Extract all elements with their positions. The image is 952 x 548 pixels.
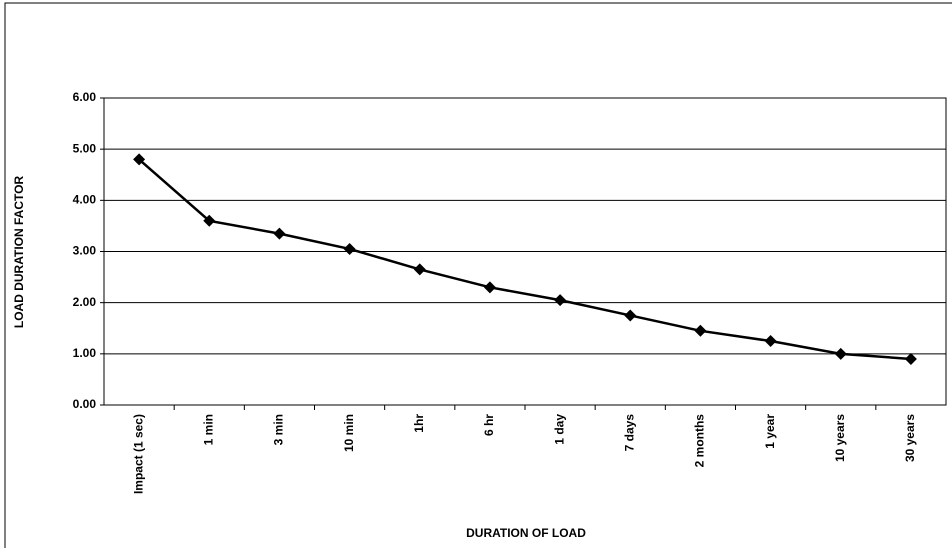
y-tick-label: 5.00 — [73, 141, 97, 155]
y-tick-label: 0.00 — [73, 397, 97, 411]
x-tick-label: 3 min — [272, 414, 286, 445]
marker — [904, 352, 917, 365]
marker — [343, 242, 356, 255]
y-tick-label: 4.00 — [73, 193, 97, 207]
y-tick-label: 6.00 — [73, 90, 97, 104]
y-tick-label: 2.00 — [73, 295, 97, 309]
x-tick-label: 1hr — [412, 414, 426, 433]
marker — [834, 347, 847, 360]
x-tick-label: 30 years — [903, 414, 917, 462]
x-tick-label: Impact (1 sec) — [131, 414, 145, 494]
chart-border — [4, 2, 952, 548]
x-tick-label: 10 years — [833, 414, 847, 462]
x-tick-label: 2 months — [693, 414, 707, 468]
marker — [413, 263, 426, 276]
marker — [764, 335, 777, 348]
marker — [624, 309, 637, 322]
marker — [133, 153, 146, 166]
x-tick-label: 1 min — [201, 414, 215, 445]
x-tick-label: 1 year — [763, 414, 777, 449]
marker — [203, 214, 216, 227]
x-tick-label: 7 days — [622, 414, 636, 452]
y-tick-label: 1.00 — [73, 346, 97, 360]
marker — [483, 281, 496, 294]
x-axis-label: DURATION OF LOAD — [466, 526, 586, 540]
x-tick-label: 1 day — [552, 414, 566, 445]
marker — [554, 294, 567, 307]
line — [138, 158, 912, 361]
marker — [694, 324, 707, 337]
y-tick-label: 3.00 — [73, 244, 97, 258]
x-tick-label: 6 hr — [482, 414, 496, 436]
marker — [273, 227, 286, 240]
x-tick-label: 10 min — [342, 414, 356, 452]
y-axis-label: LOAD DURATION FACTOR — [12, 176, 26, 329]
